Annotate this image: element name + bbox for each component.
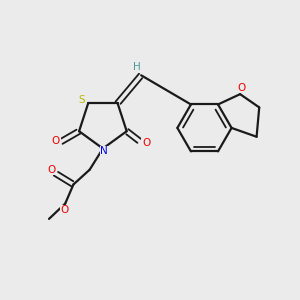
Text: S: S bbox=[78, 95, 85, 105]
Text: O: O bbox=[237, 83, 246, 93]
Text: H: H bbox=[133, 62, 141, 72]
Text: O: O bbox=[61, 205, 69, 215]
Text: O: O bbox=[47, 165, 56, 175]
Text: O: O bbox=[142, 138, 150, 148]
Text: N: N bbox=[100, 146, 108, 157]
Text: O: O bbox=[52, 136, 60, 146]
